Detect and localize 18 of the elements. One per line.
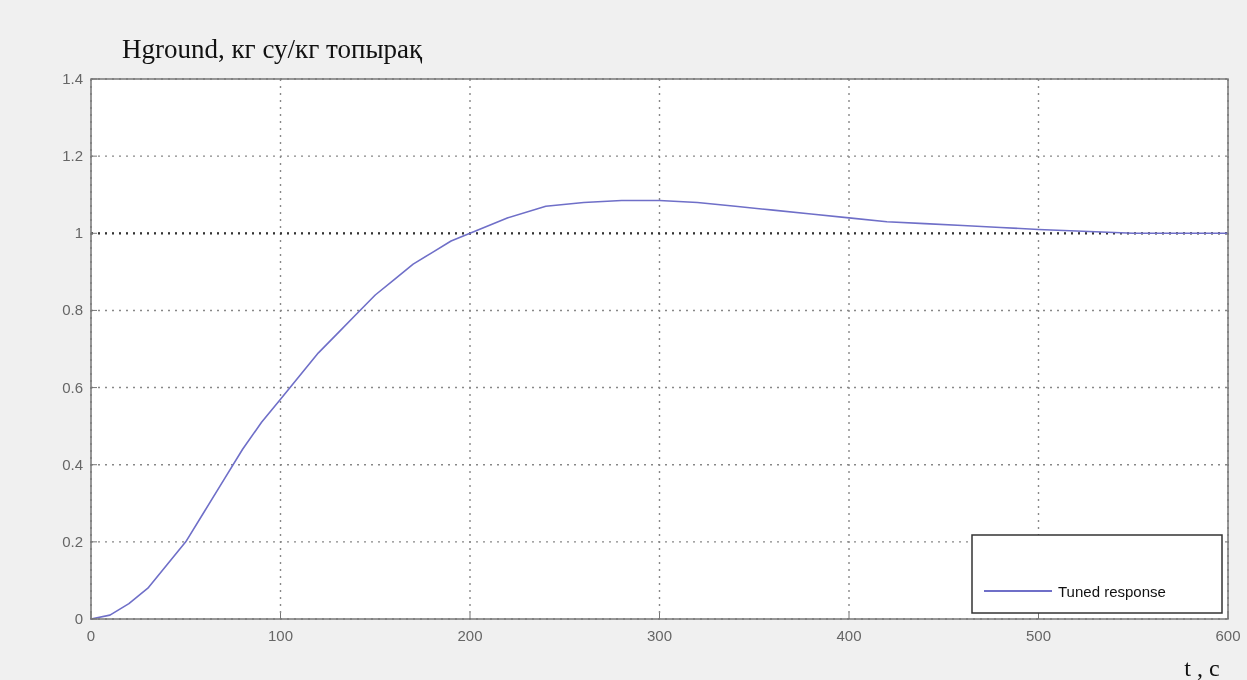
- x-axis-title: t , c: [1184, 655, 1220, 680]
- x-tick-label: 300: [646, 627, 673, 644]
- x-tick-label: 500: [1025, 627, 1052, 644]
- legend-label: Tuned response: [1058, 583, 1166, 600]
- y-tick-label: 0.4: [62, 455, 83, 473]
- x-tick-label: 200: [457, 627, 483, 644]
- y-tick-label: 1: [74, 224, 83, 242]
- x-tick-label: 0: [86, 627, 96, 644]
- y-tick-label: 1.4: [62, 70, 83, 87]
- y-tick-label: 0.6: [62, 378, 83, 396]
- chart-title: Hground, кг су/кг топырақ: [122, 34, 424, 64]
- x-tick-label: 600: [1215, 627, 1241, 644]
- x-tick-label: 400: [836, 627, 862, 644]
- y-tick-label: 0.2: [62, 532, 83, 550]
- x-tick-label: 100: [267, 627, 294, 644]
- y-tick-label: 0.8: [62, 301, 83, 319]
- y-tick-label: 0: [74, 610, 83, 627]
- y-tick-label: 1.2: [62, 147, 83, 165]
